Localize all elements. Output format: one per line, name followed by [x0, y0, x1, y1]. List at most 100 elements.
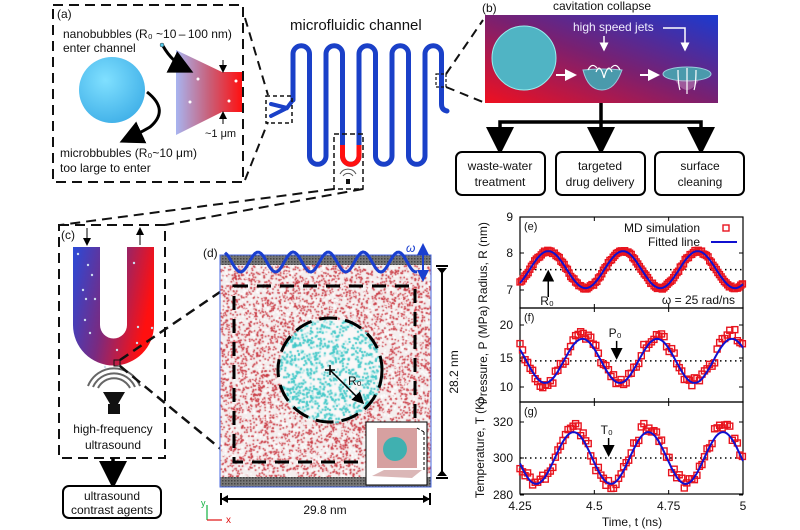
ultrasound-transducer-icon	[87, 367, 141, 414]
piston-wave	[223, 250, 418, 274]
ultrasound-label: ultrasound	[85, 438, 141, 452]
fitted-line	[519, 250, 744, 290]
svg-text:ultrasound: ultrasound	[84, 489, 140, 503]
panel-d: (d)	[203, 246, 431, 487]
svg-text:targeted: targeted	[578, 159, 622, 173]
plot-frame	[519, 401, 744, 495]
fitted-line	[519, 431, 744, 485]
plot-frame	[519, 307, 744, 403]
x-tick-label: 4.75	[657, 499, 681, 513]
md-simulation-point	[549, 379, 557, 387]
md-simulation-point	[574, 422, 582, 430]
md-simulation-point	[579, 429, 587, 437]
reference-label: P₀	[609, 326, 622, 340]
reference-label: T₀	[601, 423, 613, 437]
md-simulation-point	[738, 280, 747, 288]
radius-arrow	[329, 369, 365, 405]
contrast-agents-box	[62, 485, 162, 519]
md-simulation-point	[637, 352, 646, 360]
md-simulation-point	[731, 325, 739, 334]
panel-a: (a) nanobubbles (R₀ ~10 – 100 nm) enter …	[52, 4, 244, 183]
reference-label: R₀	[540, 294, 554, 308]
panel-label: (e)	[524, 221, 537, 233]
panel-d-overlay: ω R₀ 28.2 nm 29.8 nm y x	[201, 241, 461, 526]
application-waste-water: waste-water treatment	[455, 151, 546, 196]
application-drug-delivery: targeted drug delivery	[555, 151, 646, 196]
application-surface-cleaning: surface cleaning	[654, 151, 745, 196]
y-axis-label: Radius, R (nm)	[476, 222, 490, 303]
md-simulation-point	[554, 366, 562, 375]
ultrasound-speaker-icon	[339, 168, 357, 184]
omega-label: ω	[406, 241, 415, 255]
panel-b-label: (b)	[482, 1, 497, 15]
microbubble-sphere	[79, 57, 145, 123]
y-tick-label: 10	[500, 380, 514, 394]
y-tick-label: 8	[506, 246, 513, 260]
analysis-region	[232, 284, 417, 464]
panel-c: (c) high-frequency ultrasound ultrasound…	[58, 224, 166, 519]
serpentine-channel	[290, 43, 450, 167]
high-frequency-label: high-frequency	[73, 422, 152, 436]
y-junction-inlet	[269, 98, 295, 118]
md-simulation-point	[678, 367, 686, 375]
axis-y-label: y	[201, 498, 206, 508]
svg-text:drug delivery: drug delivery	[566, 175, 635, 189]
radius-label: R₀	[348, 374, 362, 388]
panel-a-label: (a)	[57, 7, 72, 21]
u-channel	[73, 247, 154, 366]
md-simulation-point	[563, 265, 572, 274]
width-dimension: 29.8 nm	[303, 503, 346, 517]
3d-inset	[365, 421, 428, 486]
y-tick-label: 280	[493, 488, 513, 502]
panel-b: (b) cavitation collapse high speed jets …	[455, 0, 745, 196]
panel-label: (f)	[524, 312, 534, 324]
width-label: ~1 μm	[205, 128, 236, 140]
axis-x-label: x	[226, 515, 231, 526]
fitted-line	[519, 337, 744, 384]
panel-d-label: (d)	[203, 246, 218, 260]
y-tick-label: 20	[500, 318, 514, 332]
md-simulation-point	[726, 422, 734, 430]
md-simulation-point	[660, 332, 668, 341]
panel-c-label: (c)	[61, 228, 75, 242]
y-tick-label: 300	[493, 451, 513, 465]
microbubble-arrow-icon	[119, 90, 161, 144]
md-simulation-point	[551, 453, 560, 461]
svg-text:cleaning: cleaning	[678, 175, 723, 189]
panel-label: (g)	[524, 406, 537, 418]
svg-text:contrast agents: contrast agents	[71, 503, 153, 517]
y-tick-label: 7	[506, 283, 513, 297]
x-axis-label: Time, t (ns)	[602, 515, 662, 529]
nanobubble-arrow-icon	[161, 45, 194, 73]
top-wall	[220, 255, 431, 265]
omega-annotation: ω = 25 rad/ns	[662, 293, 735, 307]
height-dimension: 28.2 nm	[447, 350, 461, 393]
y-tick-label: 320	[493, 415, 513, 429]
md-simulation-point	[737, 281, 745, 289]
md-simulation-point	[587, 333, 595, 341]
y-tick-label: 15	[500, 351, 514, 365]
y-axis-label: Pressure, P (MPa)	[476, 306, 490, 404]
y-tick-label: 9	[506, 210, 513, 224]
x-tick-label: 4.5	[586, 499, 603, 513]
nanobubbles-label: nanobubbles (R₀ ~10 – 100 nm)	[63, 27, 232, 41]
legend-fit-label: Fitted line	[648, 235, 700, 249]
md-simulation-point	[635, 436, 643, 445]
channel-title: microfluidic channel	[290, 17, 422, 34]
cavitation-title: cavitation collapse	[553, 0, 651, 13]
svg-text:surface: surface	[680, 159, 720, 173]
microfluidic-channel: microfluidic channel	[265, 17, 450, 190]
x-tick-label: 5	[740, 499, 747, 513]
svg-text:waste-water: waste-water	[467, 159, 533, 173]
collapsing-bubble	[582, 68, 623, 91]
microbubbles-label: microbbubles (R₀~10 μm)	[60, 146, 197, 160]
enter-channel-label: enter channel	[63, 41, 136, 55]
x-tick-label: 4.25	[508, 499, 532, 513]
legend-md-marker	[722, 224, 730, 232]
legend-md-label: MD simulation	[624, 221, 700, 235]
bubble-before-collapse	[491, 25, 557, 91]
md-simulation-point	[624, 456, 633, 464]
high-speed-jets-label: high speed jets	[573, 20, 654, 34]
